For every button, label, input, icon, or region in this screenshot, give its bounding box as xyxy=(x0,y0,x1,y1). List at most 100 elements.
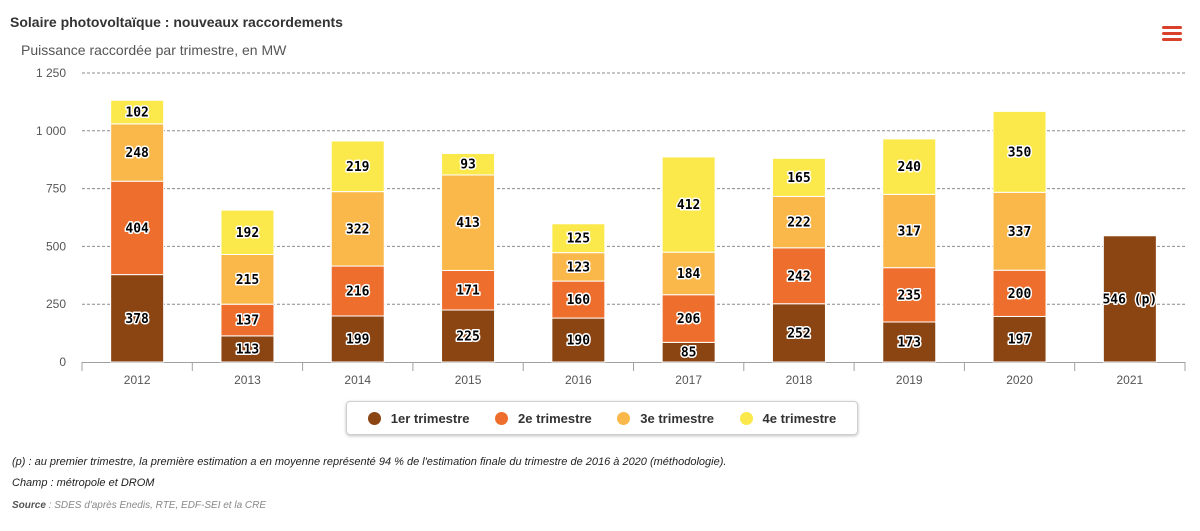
data-label: 197 xyxy=(1008,333,1031,348)
data-label: 137 xyxy=(236,314,259,329)
chart-legend: 1er trimestre 2e trimestre 3e trimestre … xyxy=(346,401,858,435)
data-label: 235 xyxy=(898,288,921,303)
bar-segment xyxy=(771,195,826,249)
x-tick-label: 2020 xyxy=(1006,373,1033,387)
menu-bar xyxy=(1162,26,1182,29)
legend-swatch-q1 xyxy=(367,411,381,425)
bar-segment xyxy=(551,317,606,363)
data-label: 206 xyxy=(677,312,701,327)
bar-segment xyxy=(551,280,606,319)
chart-title: Solaire photovoltaïque : nouveaux raccor… xyxy=(10,14,343,30)
bar-segment xyxy=(330,315,385,363)
data-label: 219 xyxy=(346,160,369,175)
x-tick-label: 2018 xyxy=(786,373,813,387)
data-label: 240 xyxy=(898,160,922,175)
legend-item-q4[interactable]: 4e trimestre xyxy=(739,410,837,426)
data-label: 337 xyxy=(1008,225,1031,240)
bar-segment xyxy=(441,174,496,271)
data-label: 190 xyxy=(567,334,591,349)
y-tick-label: 0 xyxy=(59,355,66,369)
data-label: 184 xyxy=(677,267,701,282)
menu-bar xyxy=(1162,32,1182,35)
chart-subtitle: Puissance raccordée par trimestre, en MW xyxy=(21,42,287,58)
y-tick-label: 250 xyxy=(46,297,66,311)
legend-swatch-q4 xyxy=(739,411,753,425)
data-label: 123 xyxy=(567,260,590,275)
legend-label-q3: 3e trimestre xyxy=(640,410,714,426)
bar-segment xyxy=(551,252,606,282)
source-label: Source xyxy=(12,500,46,511)
legend-label-q4: 4e trimestre xyxy=(762,410,837,426)
bar-segment xyxy=(441,152,496,176)
bar-segment xyxy=(992,110,1047,193)
data-label: 248 xyxy=(125,146,149,161)
stacked-bar-chart: 0 250 500 750 1 000 1 250 2012 2013 2014 2015 2016… xyxy=(36,66,1186,387)
data-label: 215 xyxy=(236,273,259,288)
bar-segment xyxy=(1102,235,1157,363)
footnote-champ: Champ : métropole et DROM xyxy=(12,477,155,489)
data-label: 192 xyxy=(236,226,259,241)
bar-segment xyxy=(551,223,606,254)
legend-item-q2[interactable]: 2e trimestre xyxy=(495,411,592,426)
data-label: 322 xyxy=(346,222,369,237)
data-label: 546 (p) xyxy=(1102,292,1157,307)
data-label: 317 xyxy=(898,225,921,240)
source-note: Source : SDES d'après Enedis, RTE, EDF-S… xyxy=(12,500,266,511)
source-text: : SDES d'après Enedis, RTE, EDF-SEI et l… xyxy=(45,500,267,511)
bar-segment xyxy=(661,156,716,253)
bar-segment xyxy=(771,157,826,197)
bar-segment xyxy=(220,253,275,305)
data-label: 199 xyxy=(346,332,369,347)
bar-segment xyxy=(330,140,385,193)
bar-segment xyxy=(882,321,937,363)
bar-segment xyxy=(992,191,1047,271)
data-label: 165 xyxy=(787,171,810,186)
bar-segment xyxy=(771,303,826,363)
x-tick-label: 2021 xyxy=(1116,373,1143,387)
x-tick-label: 2013 xyxy=(234,373,261,387)
legend-item-q3[interactable]: 3e trimestre xyxy=(617,411,714,426)
menu-bar xyxy=(1162,38,1182,41)
bar-segment xyxy=(330,265,385,317)
legend-swatch-q3 xyxy=(617,411,631,425)
y-tick-label: 500 xyxy=(46,239,66,253)
y-tick-label: 750 xyxy=(46,182,66,196)
y-tick-label: 1 000 xyxy=(36,124,66,138)
x-tick-label: 2016 xyxy=(565,373,592,387)
data-label: 160 xyxy=(567,293,591,308)
data-label: 404 xyxy=(125,221,149,236)
bar-segment xyxy=(220,303,275,337)
data-label: 102 xyxy=(125,106,148,121)
data-label: 412 xyxy=(677,198,700,213)
data-label: 173 xyxy=(898,336,921,351)
data-label: 378 xyxy=(125,312,149,327)
data-label: 252 xyxy=(787,326,810,341)
bar-segment xyxy=(110,99,165,125)
data-label: 350 xyxy=(1008,145,1032,160)
data-label: 222 xyxy=(787,216,810,231)
x-tick-label: 2017 xyxy=(675,373,702,387)
x-tick-label: 2014 xyxy=(344,373,371,387)
bar-segment xyxy=(220,209,275,255)
bar-segment xyxy=(661,251,716,296)
data-label: 113 xyxy=(236,342,259,357)
x-tick-label: 2015 xyxy=(455,373,482,387)
data-label: 242 xyxy=(787,269,810,284)
x-tick-label: 2012 xyxy=(124,373,151,387)
y-tick-label: 1 250 xyxy=(36,66,66,80)
x-tick-label: 2019 xyxy=(896,373,923,387)
data-label: 216 xyxy=(346,285,370,300)
footnote-estimation: (p) : au premier trimestre, la première … xyxy=(12,456,727,468)
hamburger-menu-icon[interactable] xyxy=(1162,26,1182,41)
bar-segment xyxy=(882,138,937,195)
data-label: 85 xyxy=(681,346,697,361)
legend-item-q1[interactable]: 1er trimestre xyxy=(367,410,470,426)
legend-swatch-q2 xyxy=(495,411,509,425)
data-label: 200 xyxy=(1008,287,1032,302)
bar-segment xyxy=(771,247,826,305)
legend-label-q1: 1er trimestre xyxy=(390,410,470,426)
data-label: 125 xyxy=(567,232,590,247)
bar-segment xyxy=(330,191,385,267)
data-label: 413 xyxy=(456,216,479,231)
data-label: 171 xyxy=(456,284,480,299)
